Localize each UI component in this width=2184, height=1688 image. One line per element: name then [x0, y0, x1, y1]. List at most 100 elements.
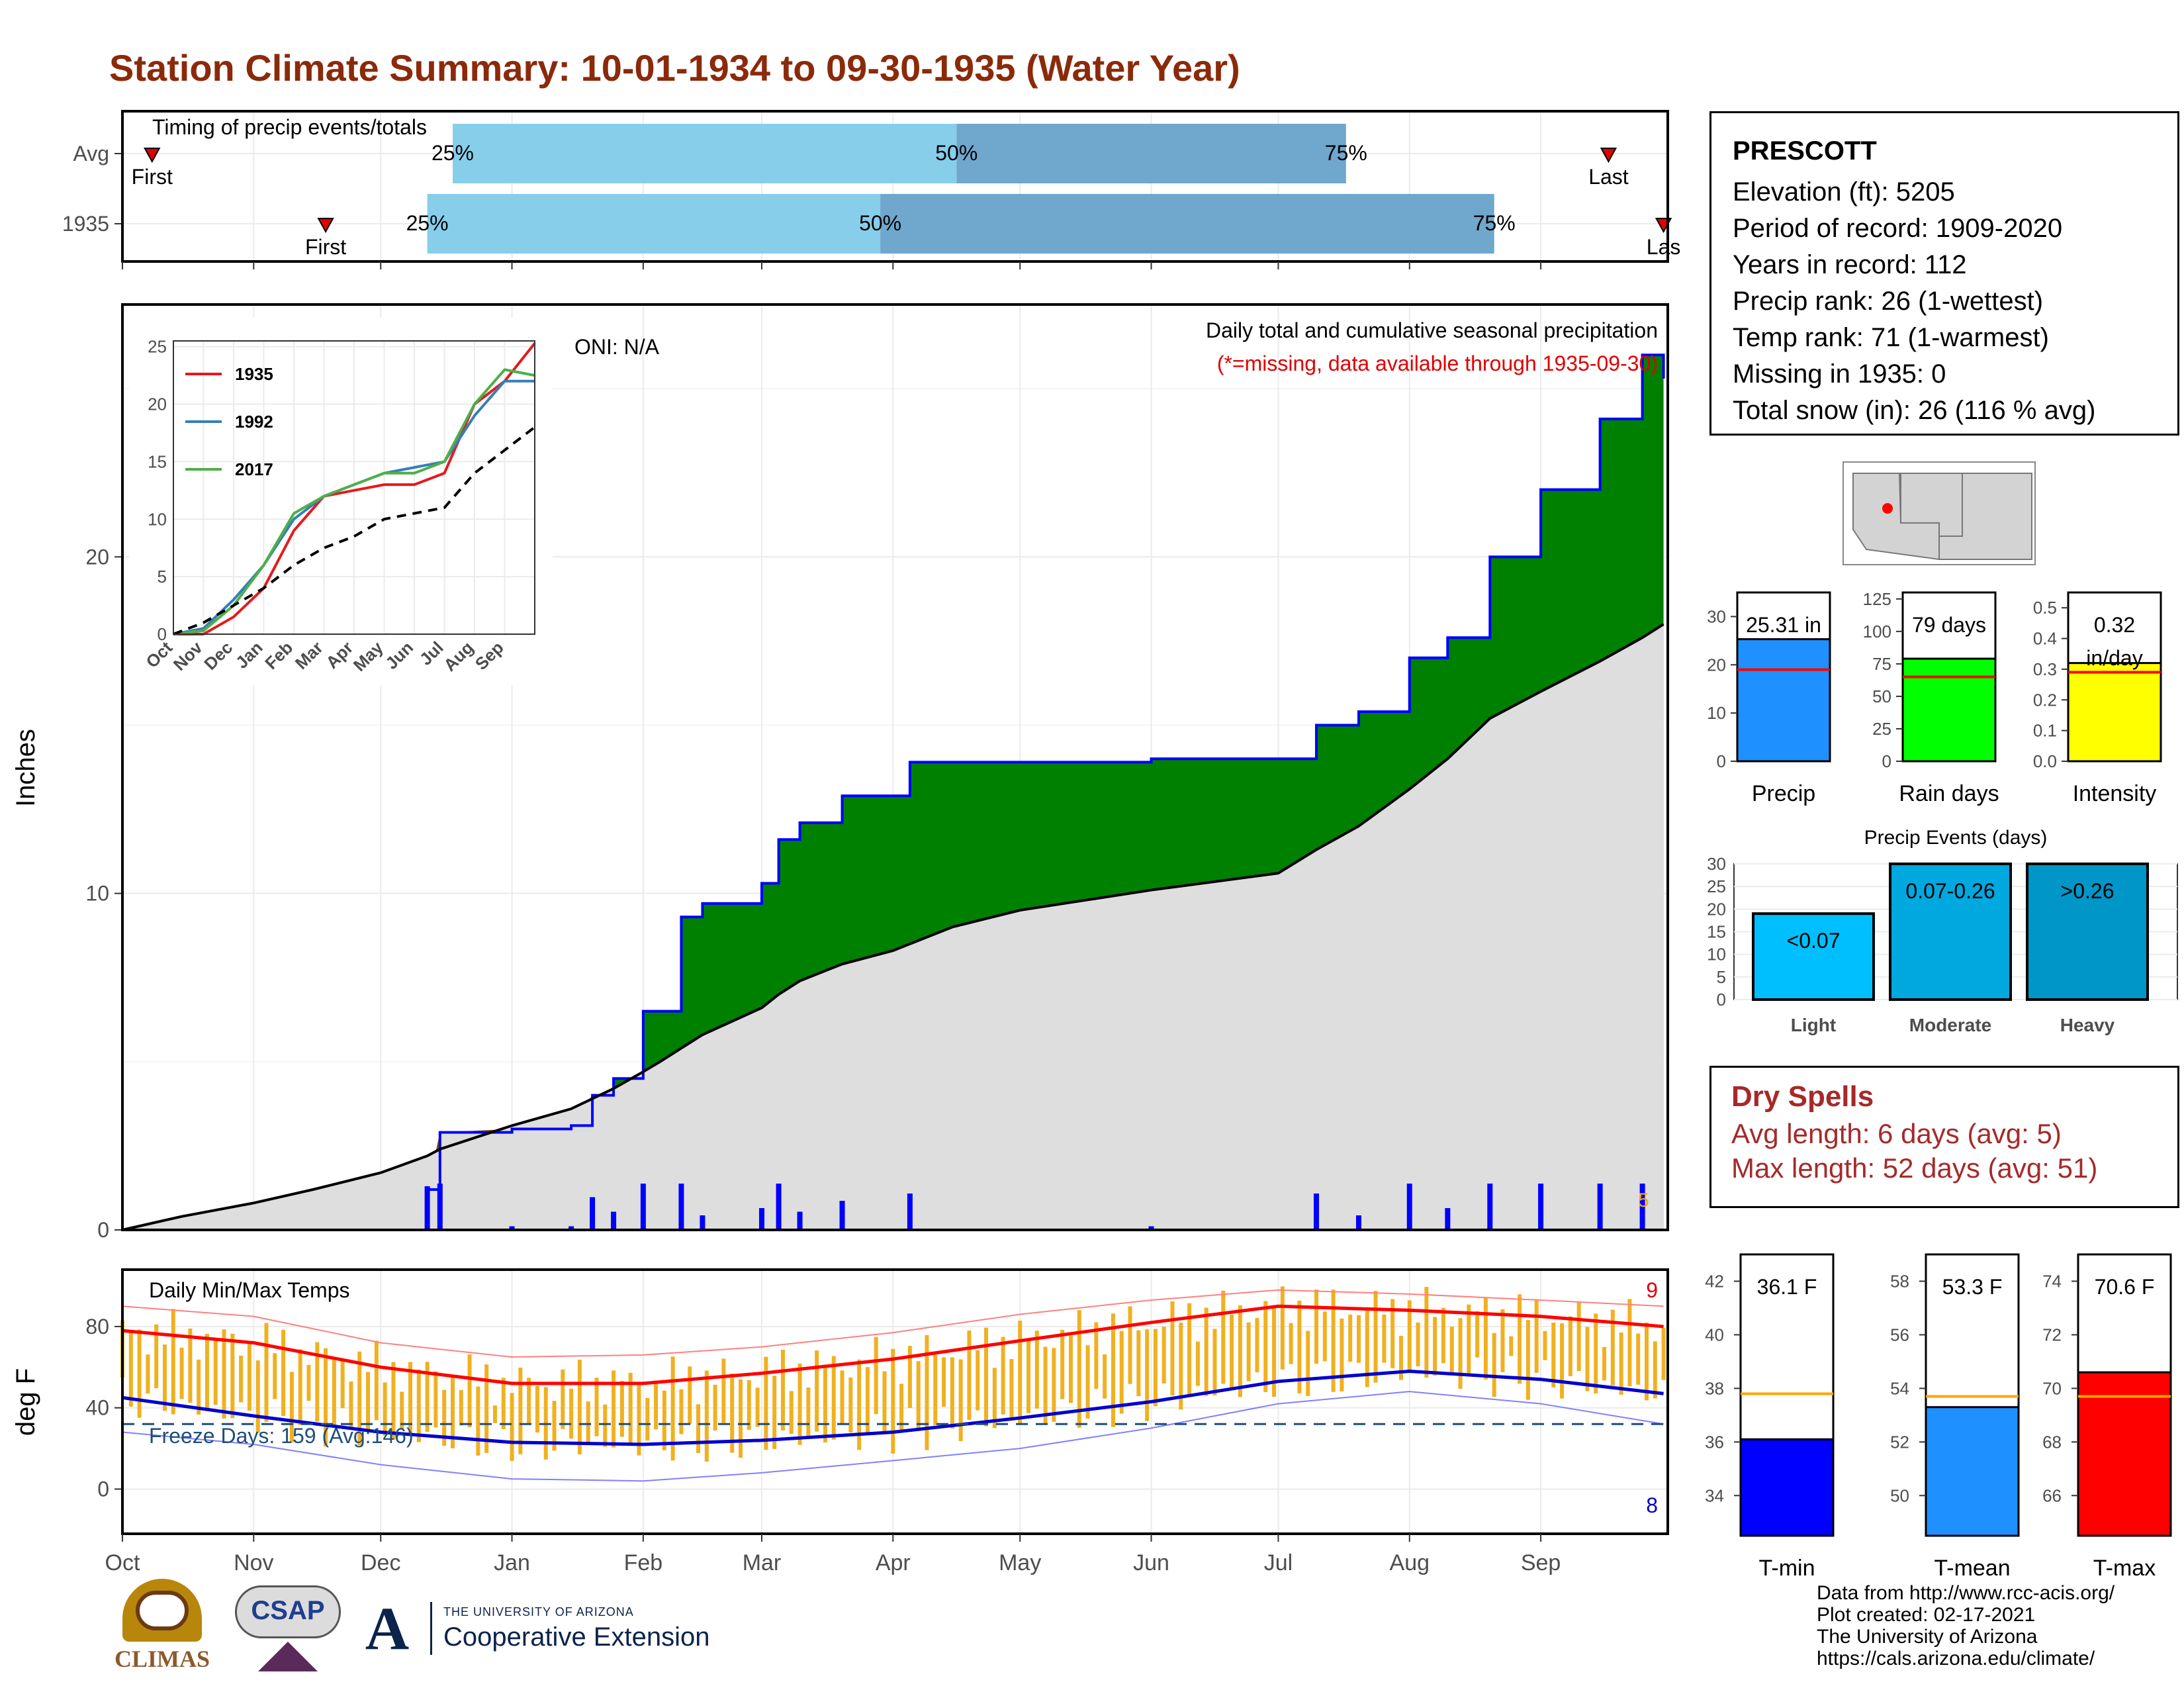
- daily-temp-bar: [815, 1350, 819, 1432]
- precip-ytick-label: 20: [85, 545, 109, 569]
- csap-logo: CSAP: [228, 1579, 347, 1678]
- temp-mean-ytick-label: 54: [1890, 1378, 1909, 1398]
- timing-Avg-p75-label: 75%: [1325, 141, 1367, 165]
- timing-Avg-first-label: First: [132, 165, 173, 189]
- daily-temp-bar: [1314, 1289, 1319, 1364]
- climas-logo-text: CLIMAS: [114, 1646, 210, 1672]
- daily-temp-bar: [747, 1380, 751, 1430]
- daily-temp-bar: [1289, 1323, 1293, 1364]
- temp-min-ytick-label: 36: [1705, 1432, 1724, 1452]
- daily-precip-bar: [1597, 1184, 1603, 1230]
- daily-temp-bar: [1331, 1289, 1336, 1392]
- daily-temp-bar: [780, 1350, 785, 1430]
- daily-temp-bar: [831, 1356, 836, 1440]
- daily-temp-bar: [1348, 1314, 1353, 1362]
- daily-temp-bar: [628, 1372, 633, 1445]
- inset-legend-label-1992: 1992: [235, 412, 273, 432]
- precip-total-ytick-label: 10: [1707, 703, 1726, 723]
- daily-temp-bar: [679, 1389, 684, 1434]
- daily-temp-bar: [349, 1381, 353, 1429]
- daily-temp-bar: [1357, 1315, 1361, 1363]
- daily-temp-bar: [171, 1309, 175, 1415]
- events-category-heavy: Heavy: [2060, 1015, 2115, 1035]
- temp-ytick-label: 80: [85, 1315, 109, 1338]
- x-axis-label-Jul: Jul: [1264, 1550, 1293, 1575]
- rain-days-ytick-label: 100: [1863, 622, 1891, 641]
- daily-precip-bar: [907, 1194, 913, 1230]
- daily-temp-bar: [1560, 1323, 1565, 1399]
- daily-temp-bar: [1179, 1323, 1183, 1410]
- daily-temp-bar: [1077, 1310, 1081, 1428]
- daily-temp-bar: [230, 1333, 235, 1419]
- daily-temp-bar: [1068, 1335, 1073, 1403]
- daily-temp-bar: [459, 1389, 463, 1426]
- daily-precip-bar: [839, 1201, 845, 1230]
- daily-temp-bar: [637, 1385, 641, 1456]
- x-axis-label-Apr: Apr: [876, 1550, 911, 1575]
- daily-temp-bar: [976, 1350, 980, 1411]
- rain-days-bar: [1901, 657, 1997, 763]
- station-name: PRESCOTT: [1733, 136, 1877, 165]
- precip-total-bar: [1736, 638, 1831, 763]
- temp-min-ytick-label: 40: [1705, 1325, 1724, 1344]
- daily-precip-bar: [1314, 1194, 1320, 1230]
- daily-temp-bar: [416, 1369, 421, 1442]
- daily-temp-bar: [1136, 1330, 1141, 1397]
- daily-precip-bar: [437, 1184, 443, 1230]
- temp-max-ytick-label: 74: [2042, 1271, 2062, 1291]
- daily-temp-bar: [603, 1404, 608, 1447]
- events-bar-heavy: [2026, 863, 2149, 1001]
- station-missing: Missing in 1935: 0: [1733, 359, 1946, 389]
- daily-precip-bar: [1406, 1184, 1412, 1230]
- timing-row-label-1935: 1935: [62, 212, 109, 236]
- credit-plot-created: Plot created: 02-17-2021: [1817, 1604, 2036, 1626]
- daily-temp-bar: [1153, 1329, 1158, 1407]
- precip-average-line: [122, 623, 1664, 1231]
- daily-temp-bar: [1085, 1345, 1090, 1419]
- daily-temp-bar: [273, 1353, 277, 1399]
- timing-Avg-p25-label: 25%: [432, 141, 474, 165]
- climas-logo-inner: [136, 1591, 189, 1630]
- daily-temp-bar: [713, 1384, 717, 1431]
- daily-temp-bar: [1103, 1354, 1107, 1399]
- dry-spells-box: Dry Spells Avg length: 6 days (avg: 5) M…: [1709, 1066, 2179, 1208]
- daily-temp-bar: [510, 1393, 514, 1462]
- daily-temp-bar: [619, 1381, 624, 1437]
- university-big-text: Cooperative Extension: [443, 1622, 710, 1652]
- temp-mean-ytick-label: 50: [1890, 1485, 1909, 1505]
- daily-temp-bar: [1255, 1318, 1259, 1373]
- events-ytick-label: 20: [1707, 899, 1726, 919]
- precip-current-line: [122, 353, 1665, 1231]
- inset-series-line-average: [173, 426, 536, 635]
- timing-bar-Avg-q2: [956, 124, 1346, 183]
- daily-temp-bar: [1619, 1332, 1623, 1395]
- daily-temp-bar: [1416, 1322, 1420, 1367]
- daily-temp-bar: [1170, 1301, 1175, 1396]
- timing-row-label-Avg: Avg: [73, 142, 109, 165]
- daily-temp-bar: [764, 1356, 768, 1450]
- temp-avg-max-line: [122, 1304, 1664, 1385]
- daily-temp-bar: [1585, 1327, 1590, 1391]
- daily-temp-bar: [1645, 1323, 1649, 1401]
- daily-temp-bar: [1119, 1331, 1124, 1414]
- daily-temp-bar: [433, 1371, 438, 1428]
- timing-panel-border: [121, 110, 1669, 263]
- daily-temp-bar: [882, 1371, 887, 1433]
- events-ytick-label: 25: [1707, 876, 1726, 896]
- daily-temp-bar: [315, 1342, 320, 1422]
- station-location-marker: [1882, 503, 1893, 514]
- station-snow: Total snow (in): 26 (116 % avg): [1733, 396, 2096, 425]
- intensity-ytick-label: 0.1: [2033, 721, 2057, 741]
- timing-Avg-first-marker: [144, 148, 161, 164]
- daily-temp-bar: [586, 1401, 590, 1445]
- daily-temp-bar: [654, 1380, 659, 1430]
- daily-temp-bar: [289, 1372, 294, 1442]
- daily-temp-bar: [1297, 1300, 1302, 1393]
- daily-temp-bar: [1543, 1331, 1547, 1360]
- daily-precip-bar: [1356, 1215, 1361, 1230]
- daily-temp-bar: [1398, 1335, 1403, 1380]
- daily-precip-bar: [776, 1184, 782, 1230]
- daily-temp-bar: [306, 1364, 311, 1401]
- daily-temp-bar: [324, 1348, 328, 1447]
- temp-max-category-label: T-max: [2093, 1556, 2156, 1581]
